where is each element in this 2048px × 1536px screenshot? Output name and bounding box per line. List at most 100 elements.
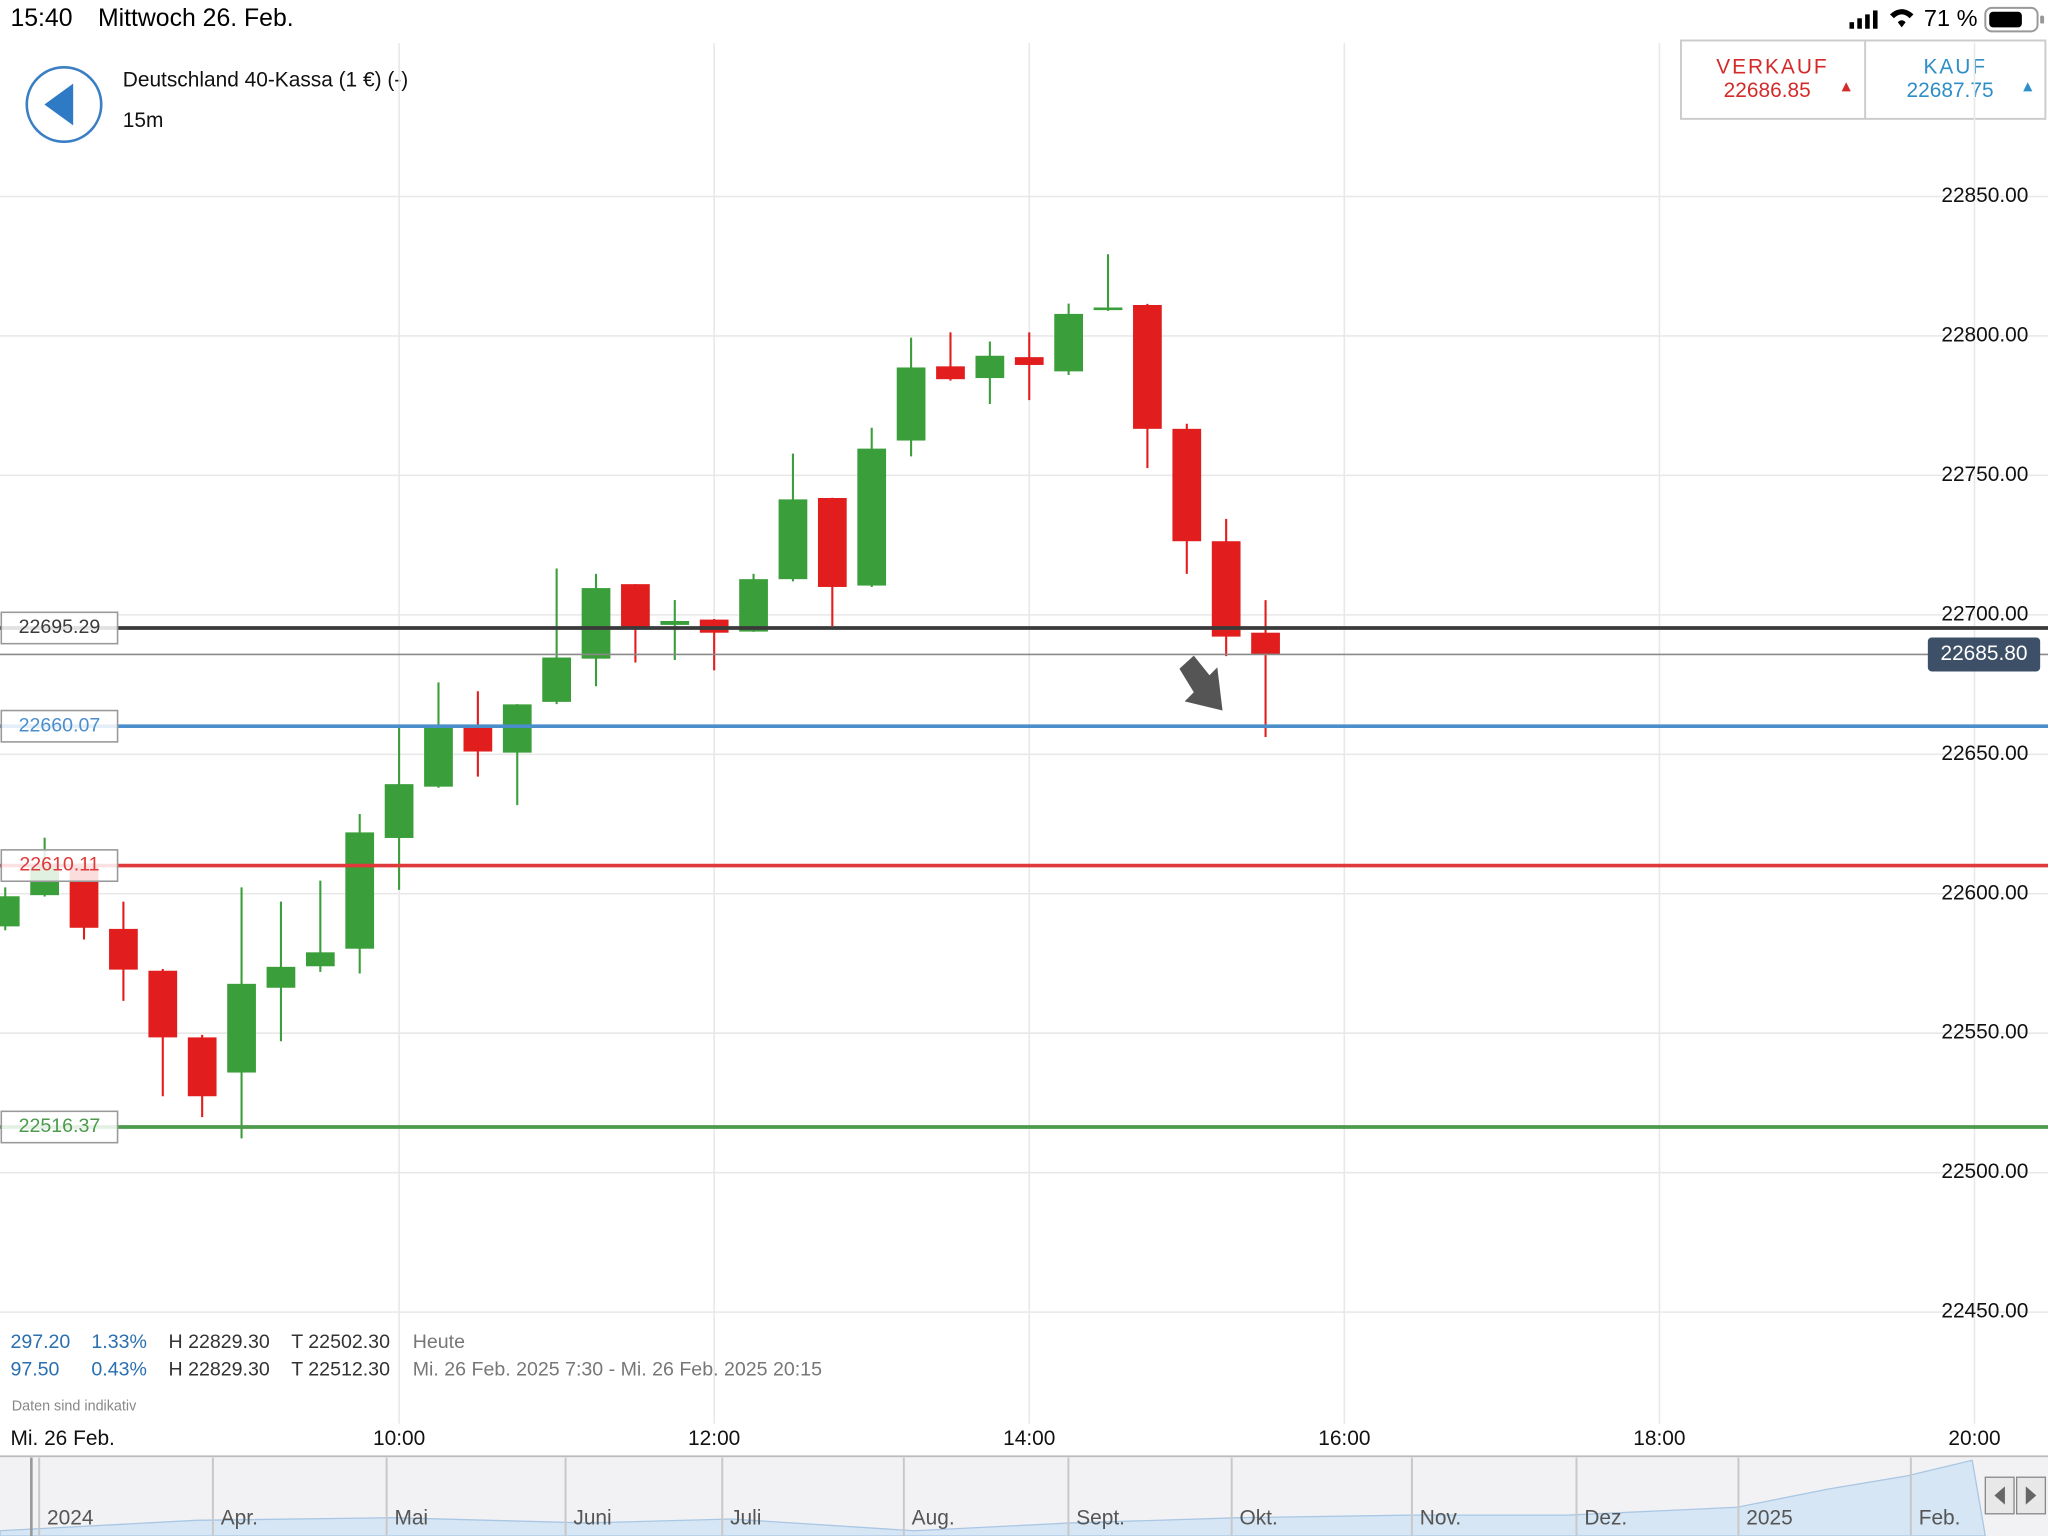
candle-body — [502, 704, 532, 753]
candle-body — [896, 367, 926, 441]
candle-body — [936, 366, 965, 380]
stat-value: H 22829.30 — [168, 1331, 269, 1353]
navigator-label: Feb. — [1919, 1507, 1961, 1530]
last-price-box — [1927, 637, 2041, 672]
navigator-label: Juli — [730, 1507, 761, 1530]
candle-body — [621, 584, 650, 628]
sell-label: VERKAUF — [1716, 55, 1828, 78]
y-tick-label: 22600.00 — [1941, 881, 2028, 904]
candle-body — [305, 952, 335, 967]
candle-body — [581, 588, 611, 659]
stat-value: H 22829.30 — [168, 1358, 269, 1380]
candle-body — [699, 619, 729, 633]
x-tick-label: 10:00 — [373, 1427, 425, 1450]
stat-value: Mi. 26 Feb. 2025 7:30 - Mi. 26 Feb. 2025… — [413, 1358, 822, 1380]
stats: 297.20 1.33% H 22829.30 T 22502.30 Heute 97.5… — [10, 1331, 822, 1380]
y-tick-label: 22500.00 — [1941, 1160, 2028, 1183]
x-tick-label: 16:00 — [1318, 1427, 1370, 1450]
y-tick-label: 22550.00 — [1941, 1021, 2028, 1044]
candle-body — [266, 966, 296, 988]
buy-button[interactable]: KAUF 22687.75 — [1907, 55, 2033, 102]
navigator-label: Mai — [394, 1507, 428, 1530]
candle-body — [739, 579, 768, 632]
stat-value: 0.43% — [91, 1358, 147, 1380]
candle-body — [1172, 428, 1202, 542]
candle-body — [148, 970, 178, 1038]
stat-value: T 22512.30 — [291, 1358, 390, 1380]
candle-body — [817, 497, 847, 587]
candle-body — [660, 620, 690, 625]
y-tick-label: 22450.00 — [1941, 1300, 2028, 1323]
navigator-label: Sept. — [1076, 1507, 1125, 1530]
status-time: 15:40 — [10, 5, 72, 32]
y-tick-label: 22800.00 — [1941, 323, 2028, 346]
candle-body — [975, 355, 1005, 379]
level-box — [0, 1110, 119, 1144]
buy-price: 22687.75 — [1907, 79, 1994, 102]
candle-body — [1211, 541, 1241, 637]
candle-body — [345, 832, 375, 949]
y-tick-label: 22700.00 — [1941, 602, 2028, 625]
x-tick-label: 14:00 — [1003, 1427, 1055, 1450]
instrument-title: Deutschland 40-Kassa (1 €) (-) — [123, 68, 408, 91]
candle-body — [1014, 357, 1044, 365]
interval[interactable]: 15m — [123, 109, 164, 132]
sell-button[interactable]: VERKAUF 22686.85 — [1716, 55, 1851, 102]
navigator-label: Okt. — [1240, 1507, 1278, 1530]
candle-body — [384, 784, 414, 838]
x-tick-label: 18:00 — [1633, 1427, 1685, 1450]
level-box — [0, 709, 119, 743]
status-date: Mittwoch 26. Feb. — [98, 5, 294, 32]
navigator-label: Apr. — [221, 1507, 258, 1530]
level-box — [0, 849, 119, 883]
x-tick-label: 12:00 — [688, 1427, 740, 1450]
stat-value: 97.50 — [10, 1358, 59, 1380]
candle-body — [109, 928, 138, 970]
y-tick-label: 22850.00 — [1941, 184, 2028, 207]
candle-body — [1093, 307, 1123, 311]
candle-body — [227, 983, 256, 1073]
candle-body — [1251, 632, 1280, 655]
battery-icon — [1984, 6, 2045, 33]
battery-percent: 71 % — [1924, 5, 1978, 31]
y-tick-label: 22650.00 — [1941, 742, 2028, 765]
price-chart: 10:00 12:00 14:00 16:00 18:00 20:00 22450.00 22… — [0, 43, 2048, 1450]
x-tick-label: 20:00 — [1948, 1427, 2000, 1450]
candle-body — [187, 1037, 217, 1097]
level-label: 22695.29 — [19, 616, 101, 638]
navigator-label: 2025 — [1746, 1507, 1792, 1530]
trend-arrow-icon — [1179, 655, 1223, 711]
wifi-icon — [1889, 9, 1914, 28]
candle-body — [542, 657, 572, 702]
candle-body — [1133, 304, 1162, 429]
candle-body — [463, 725, 493, 752]
candle-body — [857, 448, 887, 586]
navigator-label: Nov. — [1420, 1507, 1461, 1530]
stat-value: T 22502.30 — [291, 1331, 390, 1353]
y-tick-label: 22750.00 — [1941, 463, 2028, 486]
date-label: Mi. 26 Feb. — [10, 1427, 114, 1450]
quote-panel — [1680, 39, 2047, 120]
level-label: 22610.11 — [19, 854, 99, 876]
signal-icon — [1849, 10, 1878, 29]
candle-body — [1054, 313, 1084, 372]
candle-body — [424, 725, 453, 787]
navigator[interactable]: 2024 Apr. Mai Juni Juli Aug. Sept. Okt. Nov. Dez.… — [0, 1457, 2048, 1536]
data-note: Daten sind indikativ — [12, 1398, 137, 1414]
navigator-label: Dez. — [1584, 1507, 1627, 1530]
level-box — [0, 611, 119, 645]
back-button[interactable] — [25, 65, 103, 144]
level-label: 22660.07 — [19, 714, 101, 736]
stat-value: 297.20 — [10, 1331, 70, 1353]
buy-label: KAUF — [1924, 55, 1988, 78]
candle-body — [778, 499, 808, 580]
level-label: 22516.37 — [19, 1115, 101, 1137]
navigator-label: Juni — [573, 1507, 611, 1530]
last-price-label: 22685.80 — [1940, 642, 2027, 665]
candle-body — [0, 896, 20, 927]
sell-price: 22686.85 — [1724, 79, 1811, 102]
stat-value: 1.33% — [91, 1331, 147, 1353]
navigator-label: Aug. — [912, 1507, 955, 1530]
